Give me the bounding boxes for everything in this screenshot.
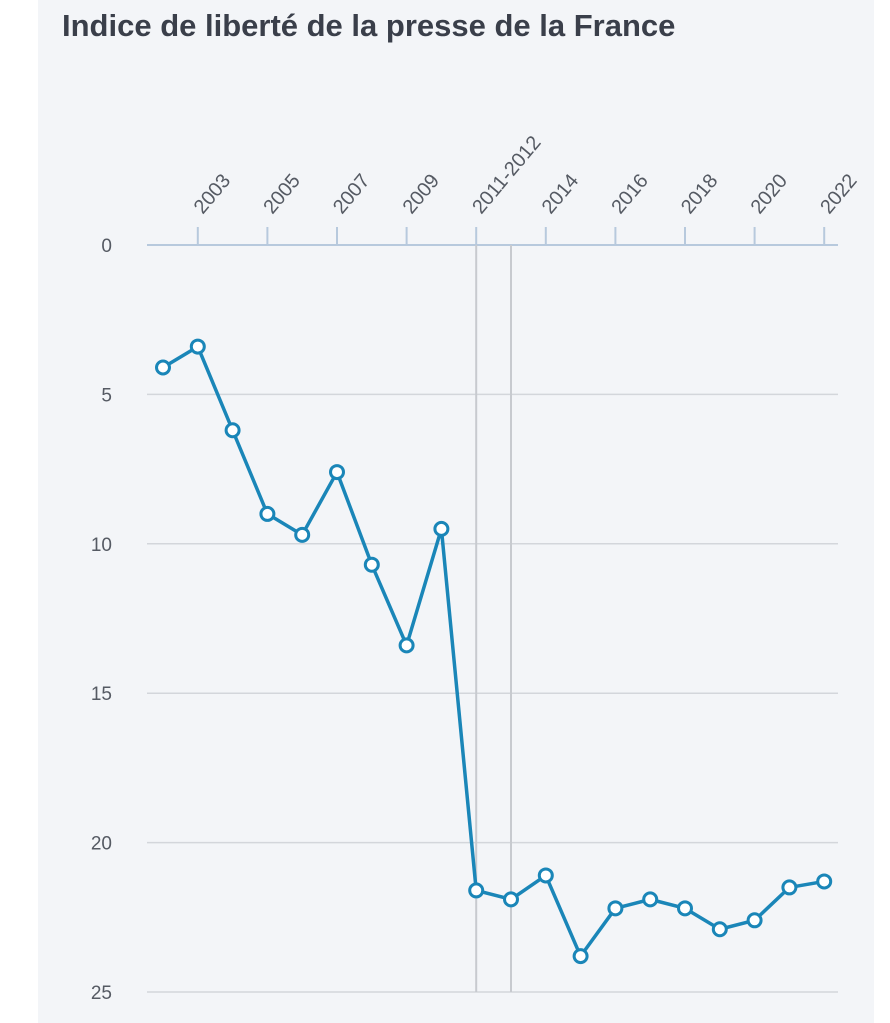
y-tick-label: 5 (101, 385, 112, 406)
x-tick-label: 2005 (259, 170, 304, 218)
data-point (363, 556, 380, 573)
data-point (537, 867, 554, 884)
x-tick-label: 2007 (329, 170, 374, 218)
data-point (259, 505, 276, 522)
x-tick-label: 2020 (747, 170, 792, 218)
x-tick-label: 2022 (816, 170, 861, 218)
x-tick-label: 2011-2012 (468, 132, 545, 218)
data-point (607, 900, 624, 917)
x-tick-label: 2014 (538, 170, 583, 218)
data-point (294, 526, 311, 543)
data-point (329, 464, 345, 481)
data-point (189, 338, 206, 355)
data-point (468, 882, 485, 899)
y-tick-label: 25 (91, 983, 112, 1004)
data-point (433, 520, 450, 537)
data-point (155, 359, 171, 376)
data-point (398, 637, 415, 654)
series-line (161, 344, 826, 958)
x-tick-label: 2003 (190, 170, 235, 218)
data-point (781, 879, 798, 896)
data-point (711, 921, 728, 938)
y-tick-label: 0 (101, 236, 112, 257)
data-point (224, 422, 241, 439)
chart-title: Indice de liberté de la presse de la Fra… (62, 8, 676, 43)
y-tick-label: 20 (91, 834, 112, 855)
data-point (816, 873, 833, 890)
data-point (746, 912, 763, 929)
x-tick-label: 2009 (399, 170, 444, 218)
data-point (572, 948, 589, 965)
data-point (642, 891, 659, 908)
data-point (677, 900, 693, 917)
y-tick-label: 10 (91, 535, 112, 556)
data-point (503, 891, 519, 908)
x-tick-label: 2016 (607, 170, 652, 218)
x-tick-label: 2018 (677, 170, 722, 218)
chart-panel (38, 0, 874, 1023)
y-tick-label: 15 (91, 684, 112, 705)
